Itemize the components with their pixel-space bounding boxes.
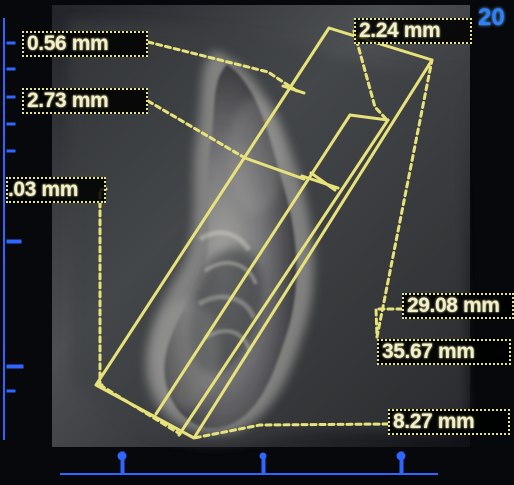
- measurement-label-2-24mm: 2.24 mm: [354, 18, 472, 44]
- measurement-label-29-08mm: 29.08 mm: [402, 293, 514, 319]
- bone-highlight-2: [152, 299, 220, 409]
- dotted-leader-7: [192, 422, 390, 440]
- implant-crossbar-mid: [300, 174, 340, 190]
- dotted-leader-2: [146, 99, 247, 160]
- bottom-marker-2: [259, 452, 267, 460]
- dotted-leader-1: [146, 40, 302, 95]
- measurement-label-2-73mm: 2.73 mm: [22, 88, 148, 114]
- dotted-leader-8: [98, 383, 182, 436]
- bottom-marker-3: [396, 451, 406, 461]
- scan-scale-ruler: [3, 18, 438, 475]
- measurement-label-03mm: .03 mm: [6, 177, 106, 203]
- left-tick-8: [6, 389, 16, 393]
- bone-highlight-1: [228, 98, 284, 214]
- measurement-label-8-27mm: 8.27 mm: [388, 409, 510, 435]
- dotted-leader-5: [374, 307, 404, 339]
- measurement-label-35-67mm: 35.67 mm: [377, 339, 511, 365]
- implant-inner-line-4: [243, 156, 306, 181]
- left-tick-4: [6, 122, 16, 126]
- bone-texture-1: [198, 230, 252, 252]
- left-tick-1: [6, 41, 16, 45]
- implant-inner-line-1: [177, 118, 390, 437]
- left-tick-5: [6, 149, 16, 153]
- measurement-label-0-56mm: 0.56 mm: [22, 31, 148, 57]
- bone-texture-2: [203, 261, 258, 285]
- scale-corner-label: 20: [478, 4, 505, 31]
- implant-inner-line-2: [348, 113, 390, 122]
- dotted-leader-4: [352, 29, 390, 123]
- left-tick-2: [6, 67, 16, 71]
- implant-center-line: [154, 113, 352, 416]
- left-tick-3: [6, 95, 16, 99]
- left-tick-7: [6, 364, 24, 369]
- bottom-marker-1: [117, 451, 127, 461]
- dotted-leader-6: [375, 58, 434, 339]
- left-tick-6: [6, 239, 22, 244]
